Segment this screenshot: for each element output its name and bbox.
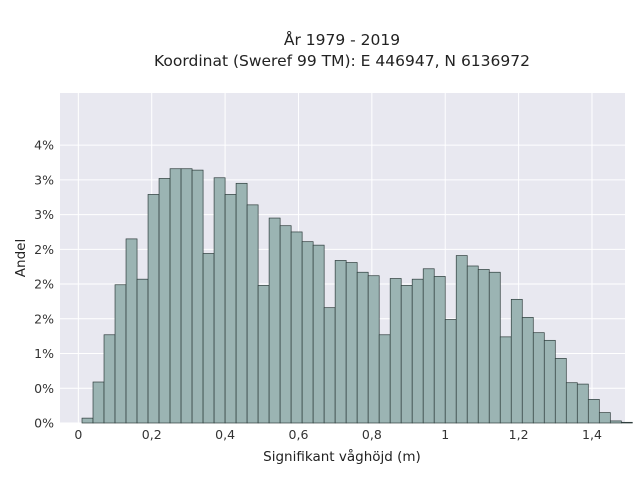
histogram-bar	[466, 265, 479, 424]
histogram-bar	[400, 285, 413, 424]
y-tick-label: 2%	[34, 242, 54, 257]
histogram-bar	[543, 339, 556, 424]
histogram-bar	[499, 336, 512, 424]
y-axis-label: Andel	[13, 239, 29, 277]
histogram-bar	[488, 271, 501, 424]
histogram-bar	[191, 169, 204, 424]
x-tick-label: 1	[441, 427, 449, 442]
x-tick-label: 0,8	[362, 427, 382, 442]
histogram-bar	[114, 284, 127, 424]
histogram-bar	[158, 178, 171, 424]
histogram-bar	[532, 332, 545, 424]
histogram-bar	[565, 382, 578, 424]
y-tick-label: 3%	[34, 207, 54, 222]
histogram-bar	[103, 334, 116, 424]
histogram-bar	[367, 275, 380, 424]
histogram-bar	[576, 383, 589, 424]
x-tick-label: 1,4	[582, 427, 602, 442]
histogram-bar	[620, 421, 633, 424]
y-tick-label: 2%	[34, 311, 54, 326]
x-tick-label: 0	[74, 427, 82, 442]
x-tick-labels: 0 0,2 0,4 0,6 0,8 1 1,2 1,4	[74, 427, 602, 442]
x-tick-label: 1,2	[509, 427, 529, 442]
x-tick-label: 0,6	[289, 427, 309, 442]
histogram-bars	[81, 168, 633, 424]
histogram-bar	[92, 381, 105, 424]
histogram-bar	[587, 399, 600, 424]
histogram-bar	[312, 244, 325, 424]
histogram-bar	[334, 260, 347, 424]
histogram-bar	[510, 298, 523, 424]
histogram-bar	[202, 253, 215, 424]
x-tick-label: 0,2	[142, 427, 162, 442]
chart-title: År 1979 - 2019	[284, 30, 400, 49]
histogram-bar	[180, 168, 193, 424]
y-tick-labels: 0% 0% 1% 2% 2% 2% 3% 3% 4%	[34, 138, 54, 431]
y-tick-label: 2%	[34, 277, 54, 292]
y-tick-label: 0%	[34, 381, 54, 396]
histogram-bar	[279, 225, 292, 424]
histogram-bar	[224, 194, 237, 424]
histogram-bar	[455, 255, 468, 424]
histogram-bar	[147, 194, 160, 424]
histogram-bar	[433, 276, 446, 424]
histogram-bar	[422, 268, 435, 424]
histogram-bar	[609, 420, 622, 424]
histogram-bar	[235, 182, 248, 424]
x-tick-label: 0,4	[215, 427, 235, 442]
histogram-bar	[125, 238, 138, 424]
histogram-bar	[301, 241, 314, 424]
histogram-bar	[598, 412, 611, 424]
y-tick-label: 3%	[34, 172, 54, 187]
histogram-bar	[444, 319, 457, 424]
histogram-bar	[477, 269, 490, 424]
histogram-bar	[136, 278, 149, 424]
histogram-bar	[554, 358, 567, 424]
histogram-bar	[268, 217, 281, 424]
histogram-bar	[81, 417, 94, 424]
histogram-bar	[257, 285, 270, 424]
histogram-bar	[389, 278, 402, 424]
histogram-bar	[169, 168, 182, 424]
chart-subtitle: Koordinat (Sweref 99 TM): E 446947, N 61…	[154, 52, 530, 70]
x-axis-label: Signifikant våghöjd (m)	[263, 448, 421, 465]
histogram-bar	[378, 334, 391, 424]
histogram-bar	[521, 317, 534, 424]
histogram-bar	[323, 307, 336, 424]
histogram-bar	[356, 271, 369, 424]
y-tick-label: 4%	[34, 138, 54, 153]
y-tick-label: 1%	[34, 346, 54, 361]
histogram-bar	[345, 262, 358, 424]
y-tick-label: 0%	[34, 416, 54, 431]
histogram-bar	[213, 177, 226, 424]
histogram-bar	[411, 278, 424, 424]
histogram-bar	[246, 204, 259, 424]
histogram-bar	[290, 231, 303, 424]
